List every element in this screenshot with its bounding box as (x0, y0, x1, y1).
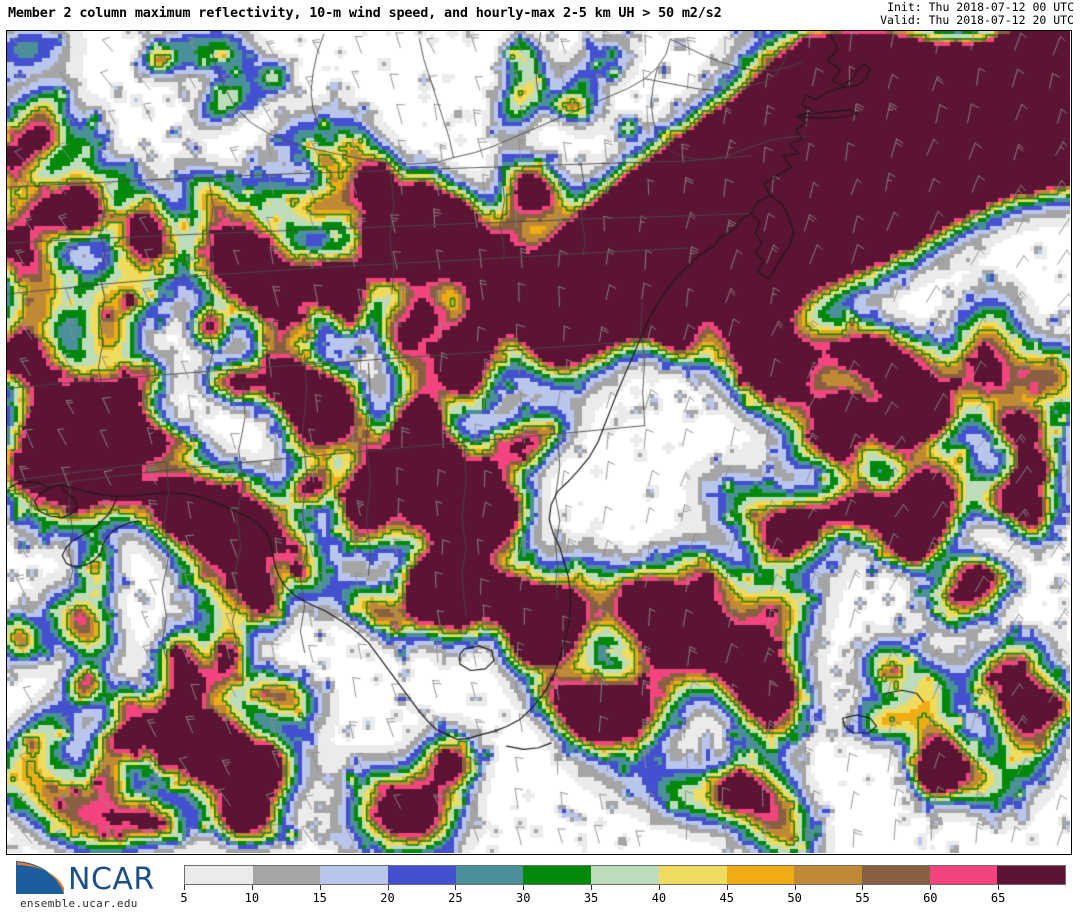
init-time-label: Init: Thu 2018-07-12 00 UTC (887, 0, 1074, 14)
svg-text:NCAR: NCAR (68, 862, 155, 897)
colorbar-tick-label: 40 (651, 891, 667, 905)
valid-time-label: Valid: Thu 2018-07-12 20 UTC (880, 13, 1074, 27)
colorbar-tick (319, 885, 321, 890)
header: Member 2 column maximum reflectivity, 10… (0, 0, 1080, 28)
colorbar-tick (184, 885, 185, 890)
colorbar-tick (658, 885, 660, 890)
colorbar-segment-teal (455, 866, 524, 884)
colorbar-tick-label: 5 (180, 891, 188, 905)
ncar-logo-mark: NCAR (16, 861, 155, 897)
colorbar-tick (794, 885, 796, 890)
ncar-logo[interactable]: NCAR ensemble.ucar.edu (8, 858, 168, 910)
colorbar-segment-dark-maroon (997, 866, 1065, 884)
footer: NCAR ensemble.ucar.edu 5 10 15 20 25 30 35 40 45… (0, 857, 1080, 915)
colorbar-tick (862, 885, 864, 890)
map-panel[interactable] (6, 30, 1072, 855)
colorbar-segment-tan-orange (794, 866, 862, 884)
colorbar-segment-blue (388, 866, 456, 884)
colorbar-tick-label: 10 (244, 891, 260, 905)
colorbar-tick-label: 65 (990, 891, 1006, 905)
colorbar-segment-brown (861, 866, 930, 884)
colorbar-tick (455, 885, 457, 890)
colorbar-tick-label: 30 (515, 891, 531, 905)
colorbar-segment-green (523, 866, 592, 884)
colorbar-tick (930, 885, 932, 890)
colorbar-tick (387, 885, 389, 890)
colorbar-tick (523, 885, 525, 890)
colorbar-segment-pale-green (591, 866, 659, 884)
colorbar-tick (726, 885, 728, 890)
colorbar-tick-label: 25 (448, 891, 463, 905)
colorbar-tick-label: 45 (719, 891, 734, 905)
logo-url-text: ensemble.ucar.edu (20, 897, 138, 910)
forecast-time-stamp: Init: Thu 2018-07-12 00 UTC Valid: Thu 2… (880, 1, 1074, 27)
page-title: Member 2 column maximum reflectivity, 10… (8, 5, 722, 21)
colorbar-segment-very-light-gray (185, 866, 253, 884)
colorbar-tick-label: 20 (380, 891, 395, 905)
reflectivity-colorbar (184, 865, 1066, 885)
colorbar-segment-yellow (658, 866, 727, 884)
colorbar-tick-label: 60 (923, 891, 938, 905)
colorbar-tick (591, 885, 593, 890)
reflectivity-map-canvas[interactable] (7, 31, 1070, 853)
colorbar-tick (998, 885, 1000, 890)
colorbar-segment-light-blue (320, 866, 389, 884)
colorbar-segment-orange (726, 866, 795, 884)
colorbar-tick (251, 885, 253, 890)
colorbar-tick-label: 35 (583, 891, 599, 905)
colorbar-tick-label: 50 (787, 891, 802, 905)
colorbar-tick-label: 55 (855, 891, 870, 905)
colorbar-segment-gray (252, 866, 321, 884)
colorbar-tick-axis: 5 10 15 20 25 30 35 40 45 50 55 60 65 (180, 885, 1066, 911)
colorbar-segment-pink (929, 866, 998, 884)
colorbar-tick-label: 15 (312, 891, 327, 905)
